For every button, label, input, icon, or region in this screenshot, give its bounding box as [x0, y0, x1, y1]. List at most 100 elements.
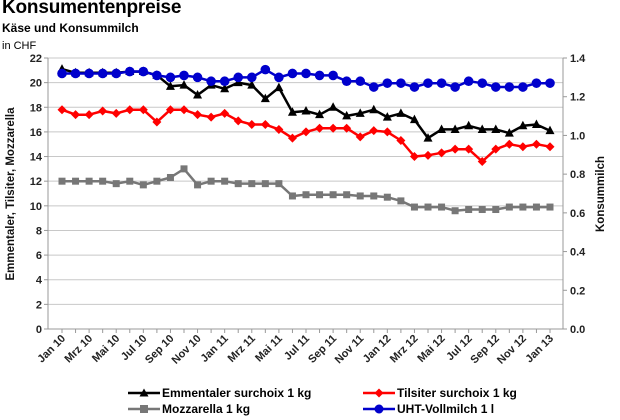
- data-point-mozzarella-1-kg: [288, 192, 296, 200]
- data-point-uht-vollmilch-1-l: [436, 78, 447, 88]
- x-tick-label: Nov 12: [495, 333, 529, 367]
- data-point-uht-vollmilch-1-l: [179, 70, 189, 81]
- y-tick-label: 12: [30, 176, 42, 188]
- data-point-emmentaler-surchoix-1-kg: [179, 80, 189, 89]
- data-point-tilsiter-surchoix-1-kg: [396, 136, 406, 146]
- data-point-uht-vollmilch-1-l: [287, 68, 298, 79]
- data-point-emmentaler-surchoix-1-kg: [518, 120, 528, 130]
- data-point-uht-vollmilch-1-l: [409, 82, 420, 92]
- data-point-mozzarella-1-kg: [397, 197, 405, 205]
- data-point-uht-vollmilch-1-l: [341, 76, 352, 87]
- data-point-emmentaler-surchoix-1-kg: [464, 120, 474, 130]
- data-point-mozzarella-1-kg: [519, 203, 527, 211]
- data-point-uht-vollmilch-1-l: [246, 72, 257, 83]
- x-tick-label: Mrz 11: [226, 333, 258, 365]
- data-point-tilsiter-surchoix-1-kg: [152, 117, 162, 127]
- legend-label-emmentaler: Emmentaler surchoix 1 kg: [162, 386, 312, 400]
- data-point-uht-vollmilch-1-l: [490, 82, 501, 92]
- data-point-tilsiter-surchoix-1-kg: [504, 139, 514, 149]
- data-point-emmentaler-surchoix-1-kg: [165, 81, 175, 90]
- data-point-emmentaler-surchoix-1-kg: [437, 124, 447, 133]
- data-point-mozzarella-1-kg: [505, 203, 513, 211]
- x-tick-label: Jan 12: [361, 333, 394, 366]
- y-tick-label: 22: [30, 53, 42, 65]
- legend-label-tilsiter: Tilsiter surchoix 1 kg: [397, 386, 517, 400]
- data-point-uht-vollmilch-1-l: [314, 70, 325, 81]
- series-uht-vollmilch-1-l: [57, 64, 555, 92]
- series-line-mozzarella-1-kg: [62, 167, 550, 212]
- data-point-tilsiter-surchoix-1-kg: [437, 148, 447, 158]
- data-point-emmentaler-surchoix-1-kg: [477, 124, 487, 133]
- y-tick-label: 0: [36, 324, 42, 336]
- data-point-emmentaler-surchoix-1-kg: [491, 124, 501, 133]
- data-point-emmentaler-surchoix-1-kg: [247, 80, 257, 89]
- y-tick-label: 18: [30, 102, 42, 114]
- data-point-mozzarella-1-kg: [329, 191, 337, 199]
- data-point-emmentaler-surchoix-1-kg: [193, 89, 203, 99]
- data-point-mozzarella-1-kg: [316, 191, 324, 199]
- data-point-mozzarella-1-kg: [370, 192, 378, 200]
- x-tick-label: Mai 10: [90, 333, 122, 365]
- x-tick-label: Mai 11: [253, 333, 285, 365]
- y-axis-ticks: 0 2 4 6 8 10 12 14 16 18 20 22: [30, 53, 48, 336]
- legend-label-uht-vollmilch: UHT-Vollmilch 1 l: [397, 402, 495, 416]
- data-point-mozzarella-1-kg: [356, 192, 364, 200]
- data-point-tilsiter-surchoix-1-kg: [409, 152, 419, 162]
- data-point-uht-vollmilch-1-l: [396, 78, 406, 88]
- x-tick-label: Mrz 12: [388, 333, 421, 366]
- y-tick-label: 16: [30, 127, 42, 139]
- data-point-emmentaler-surchoix-1-kg: [342, 110, 352, 120]
- chart-title: Konsumentenpreise: [2, 0, 182, 18]
- series-tilsiter-surchoix-1-kg: [57, 105, 555, 166]
- data-point-emmentaler-surchoix-1-kg: [450, 124, 460, 133]
- data-point-uht-vollmilch-1-l: [463, 76, 474, 87]
- data-point-emmentaler-surchoix-1-kg: [382, 112, 392, 121]
- data-point-mozzarella-1-kg: [465, 206, 473, 214]
- y2-tick-label: 0.6: [570, 208, 585, 220]
- legend-item-mozzarella: Mozzarella 1 kg: [128, 402, 250, 416]
- legend-swatch-emmentaler: [128, 388, 160, 397]
- data-point-tilsiter-surchoix-1-kg: [423, 150, 433, 160]
- data-point-tilsiter-surchoix-1-kg: [491, 144, 501, 154]
- data-point-tilsiter-surchoix-1-kg: [545, 142, 555, 152]
- y-tick-label: 10: [30, 201, 42, 213]
- x-tick-label: Nov 10: [170, 333, 204, 367]
- y2-tick-label: 1.2: [570, 92, 585, 104]
- y-axis-label: Emmentaler, Tilsiter, Mozzarella: [5, 107, 17, 281]
- data-point-tilsiter-surchoix-1-kg: [450, 144, 460, 154]
- x-tick-label: Jan 11: [199, 333, 231, 365]
- data-point-uht-vollmilch-1-l: [124, 66, 135, 77]
- data-point-tilsiter-surchoix-1-kg: [57, 105, 67, 115]
- data-point-mozzarella-1-kg: [343, 191, 351, 199]
- data-point-uht-vollmilch-1-l: [518, 82, 528, 92]
- data-point-uht-vollmilch-1-l: [138, 66, 149, 77]
- x-tick-label: Nov 11: [333, 333, 367, 367]
- legend-label-mozzarella: Mozzarella 1 kg: [162, 402, 251, 416]
- y-tick-label: 4: [36, 275, 43, 287]
- data-point-tilsiter-surchoix-1-kg: [206, 112, 216, 122]
- data-point-emmentaler-surchoix-1-kg: [355, 108, 365, 117]
- y-tick-label: 2: [36, 299, 42, 311]
- data-point-tilsiter-surchoix-1-kg: [165, 105, 175, 115]
- data-point-tilsiter-surchoix-1-kg: [220, 108, 230, 118]
- data-point-uht-vollmilch-1-l: [531, 78, 542, 88]
- x-tick-label: Jan 10: [35, 333, 68, 366]
- data-point-tilsiter-surchoix-1-kg: [247, 120, 257, 130]
- data-point-uht-vollmilch-1-l: [450, 82, 460, 92]
- series-group: [57, 64, 555, 215]
- data-point-tilsiter-surchoix-1-kg: [274, 124, 284, 134]
- data-point-emmentaler-surchoix-1-kg: [504, 128, 514, 137]
- data-point-emmentaler-surchoix-1-kg: [315, 109, 325, 119]
- data-point-uht-vollmilch-1-l: [84, 68, 94, 79]
- data-point-uht-vollmilch-1-l: [260, 64, 271, 75]
- data-point-uht-vollmilch-1-l: [423, 78, 433, 88]
- data-point-tilsiter-surchoix-1-kg: [98, 106, 108, 116]
- data-point-tilsiter-surchoix-1-kg: [531, 139, 541, 149]
- data-point-uht-vollmilch-1-l: [504, 82, 515, 92]
- data-point-tilsiter-surchoix-1-kg: [477, 156, 487, 166]
- legend-item-emmentaler: Emmentaler surchoix 1 kg: [128, 386, 311, 400]
- data-point-emmentaler-surchoix-1-kg: [396, 108, 406, 117]
- data-point-uht-vollmilch-1-l: [382, 78, 393, 88]
- x-tick-label: Mrz 10: [63, 333, 96, 366]
